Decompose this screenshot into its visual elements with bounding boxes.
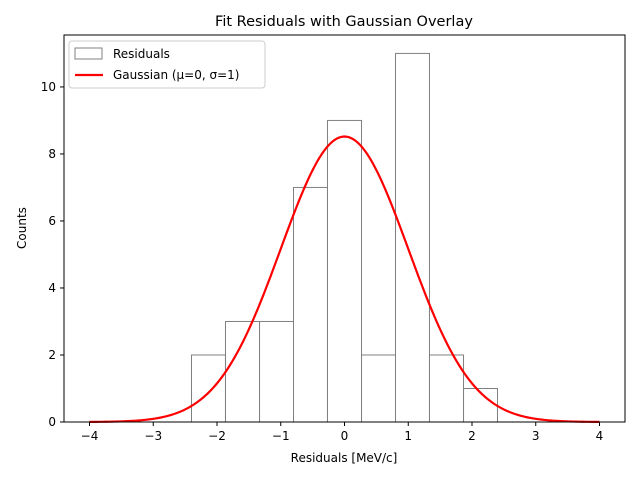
x-axis-label: Residuals [MeV/c] [291, 451, 398, 465]
histogram-bar [191, 354, 226, 423]
x-tick-label: 3 [532, 429, 540, 443]
histogram-bar [293, 186, 328, 423]
axis-ticks: −4 −3 −2 −1 0 1 2 3 4 0 2 4 6 8 10 [41, 80, 604, 443]
chart-title: Fit Residuals with Gaussian Overlay [215, 14, 473, 30]
y-tick-label: 2 [48, 348, 56, 362]
legend-label-residuals: Residuals [113, 47, 170, 61]
legend: Residuals Gaussian (μ=0, σ=1) [68, 40, 266, 89]
x-tick-label: 0 [341, 429, 349, 443]
y-tick-label: 0 [48, 415, 56, 429]
x-tick-label: −2 [208, 429, 226, 443]
x-tick-label: −3 [144, 429, 162, 443]
histogram-bar [224, 320, 261, 423]
histogram-bar [259, 320, 294, 423]
histogram-bar [361, 354, 396, 423]
legend-swatch-residuals [74, 47, 103, 60]
x-tick-label: 4 [596, 429, 604, 443]
y-tick-label: 6 [48, 214, 56, 228]
histogram-bar [395, 52, 430, 423]
y-tick-label: 10 [41, 80, 56, 94]
y-tick-label: 8 [48, 147, 56, 161]
gaussian-curve [89, 135, 600, 423]
histogram-bar [326, 119, 363, 423]
legend-box [68, 40, 266, 89]
x-tick-label: 1 [404, 429, 412, 443]
y-axis-label: Counts [15, 207, 29, 249]
x-tick-label: −1 [272, 429, 290, 443]
x-tick-label: 2 [468, 429, 476, 443]
legend-label-gaussian: Gaussian (μ=0, σ=1) [113, 68, 239, 82]
x-tick-label: −4 [81, 429, 99, 443]
plot-area [89, 52, 600, 423]
plot-frame [63, 34, 626, 423]
y-tick-label: 4 [48, 281, 56, 295]
